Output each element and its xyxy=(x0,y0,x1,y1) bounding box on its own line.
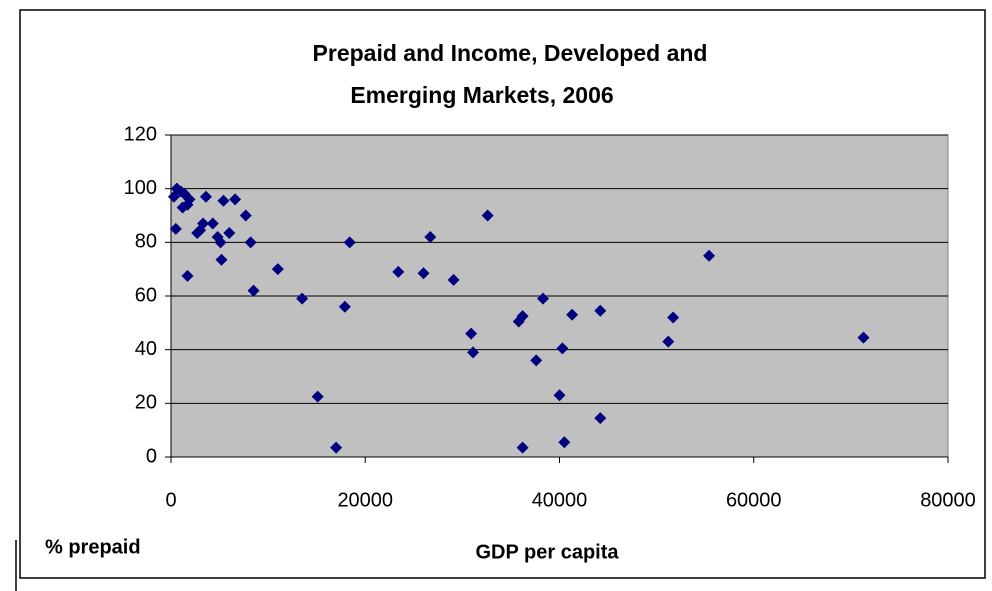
point xyxy=(183,193,196,206)
point xyxy=(239,209,252,222)
point xyxy=(465,327,478,340)
point xyxy=(215,253,228,266)
y-tick-label: 80 xyxy=(135,231,157,253)
point xyxy=(271,263,284,276)
point xyxy=(516,441,529,454)
y-tick-label: 0 xyxy=(146,445,157,467)
point xyxy=(330,441,343,454)
point xyxy=(566,308,579,321)
point xyxy=(662,335,675,348)
point xyxy=(392,265,405,278)
point xyxy=(536,292,549,305)
x-axis-label: GDP per capita xyxy=(475,541,619,563)
x-tick-label: 0 xyxy=(165,489,176,511)
y-tick-label: 40 xyxy=(135,338,157,360)
point xyxy=(223,226,236,239)
y-tick-label: 20 xyxy=(135,392,157,414)
point xyxy=(217,194,230,207)
point xyxy=(417,267,430,280)
y-tick-label: 120 xyxy=(124,123,157,145)
point xyxy=(556,342,569,355)
point xyxy=(206,217,219,230)
y-axis-label: % prepaid xyxy=(45,536,141,558)
chart-title: Prepaid and Income, Developed and xyxy=(313,40,708,66)
x-tick-label: 60000 xyxy=(726,489,782,511)
point xyxy=(199,190,212,203)
point xyxy=(424,230,437,243)
point xyxy=(558,436,571,449)
point xyxy=(857,331,870,344)
point xyxy=(481,209,494,222)
point xyxy=(197,217,210,230)
point xyxy=(181,269,194,282)
x-tick-label: 20000 xyxy=(337,489,393,511)
point xyxy=(594,412,607,425)
x-tick-label: 40000 xyxy=(532,489,588,511)
point xyxy=(667,311,680,324)
point xyxy=(343,236,356,249)
chart-title: Emerging Markets, 2006 xyxy=(350,82,613,108)
x-tick-label: 80000 xyxy=(920,489,976,511)
point xyxy=(447,273,460,286)
point xyxy=(467,346,480,359)
point xyxy=(229,193,242,206)
point xyxy=(703,249,716,262)
point xyxy=(244,236,257,249)
point xyxy=(296,292,309,305)
point xyxy=(594,304,607,317)
point xyxy=(214,236,227,249)
point xyxy=(338,300,351,313)
y-tick-label: 100 xyxy=(124,177,157,199)
point xyxy=(247,284,260,297)
point xyxy=(553,389,566,402)
point xyxy=(169,222,182,235)
point xyxy=(516,310,529,323)
point xyxy=(311,390,324,403)
point xyxy=(530,354,543,367)
y-tick-label: 60 xyxy=(135,284,157,306)
